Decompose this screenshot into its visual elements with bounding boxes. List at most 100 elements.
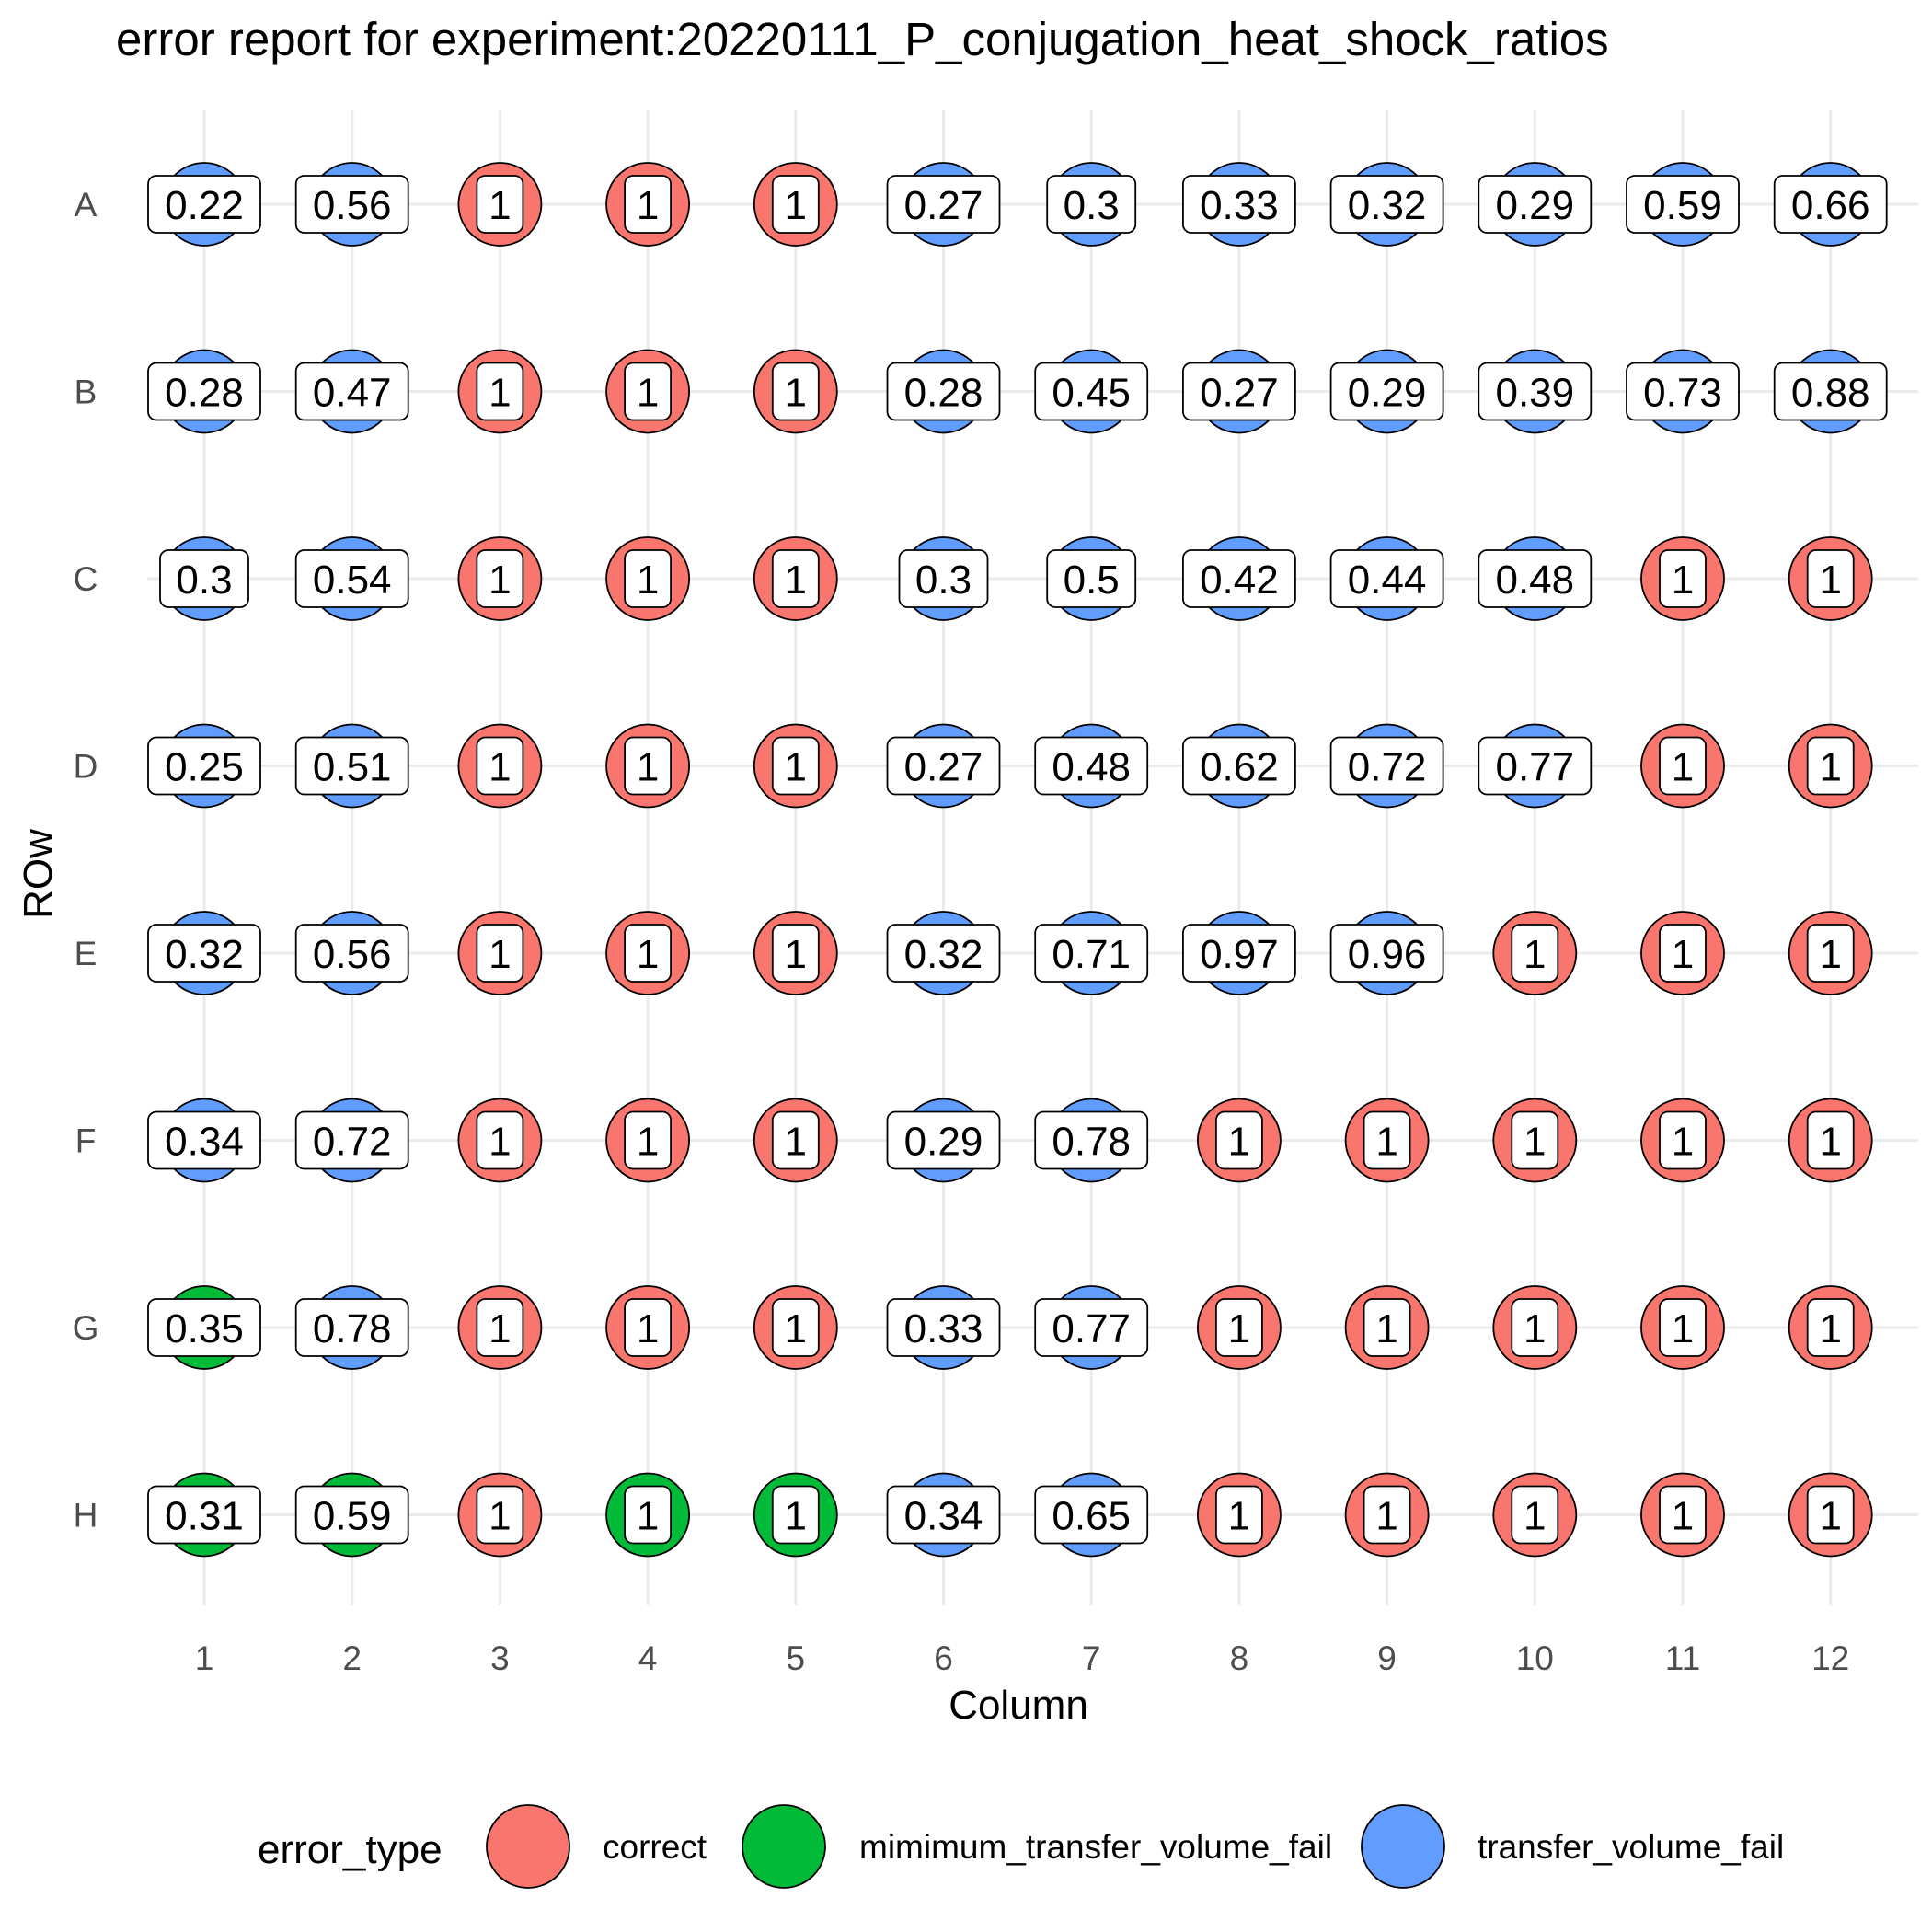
well-label-box [1182,736,1296,796]
well-label-box [1659,1485,1707,1545]
x-tick-label: 7 [1082,1639,1101,1677]
well-value-label: 1 [1524,1306,1546,1351]
well-value-label: 0.34 [165,1120,244,1165]
y-axis-ticks: A B C D E F G H [73,186,99,1535]
well-value-label: 0.78 [1052,1120,1131,1165]
well-label-box [1511,1485,1559,1545]
well-label-box [624,1298,672,1357]
x-tick-label: 10 [1516,1639,1554,1677]
well-value-label: 1 [489,1494,511,1539]
well-label-box [1046,549,1137,608]
well-value-label: 0.44 [1348,558,1427,603]
y-tick-label: C [74,560,98,598]
well-value-label: 0.77 [1495,745,1574,790]
well-label-box [294,1485,409,1545]
well-label-box [294,175,409,234]
well-value-label: 0.27 [1200,371,1279,416]
well-value-label: 0.32 [165,932,244,977]
well-value-label: 0.65 [1052,1494,1131,1539]
well-value-label: 1 [785,1494,807,1539]
well-label-box [1478,549,1593,608]
well-label-box [1034,362,1149,421]
legend-key-transfer_volume_fail [1361,1804,1445,1889]
well-value-label: 0.28 [904,371,983,416]
well-label-box [476,1485,524,1545]
well-value-label: 0.62 [1200,745,1279,790]
well-label-box [1806,1485,1855,1545]
well-value-label: 0.88 [1791,371,1870,416]
well-value-label: 0.22 [165,183,244,228]
legend-label: mimimum_transfer_volume_fail [859,1828,1332,1866]
y-tick-label: D [74,748,98,786]
legend-key-mimimum_transfer_volume_fail [742,1804,826,1889]
well-value-label: 0.32 [1348,183,1427,228]
well-value-label: 1 [1819,1494,1841,1539]
well-label-box [147,1298,261,1357]
well-value-label: 0.45 [1052,371,1131,416]
y-tick-label: F [75,1122,97,1160]
well-value-label: 1 [637,558,659,603]
well-label-box [1659,1298,1707,1357]
well-value-label: 0.48 [1495,558,1574,603]
x-tick-label: 9 [1377,1639,1397,1677]
well-value-label: 0.3 [915,558,972,603]
well-value-label: 1 [1375,1120,1397,1165]
well-label-box [1773,362,1888,421]
x-tick-label: 6 [934,1639,953,1677]
well-label-box [1182,175,1296,234]
well-value-label: 1 [785,1120,807,1165]
y-tick-label: H [74,1497,98,1535]
well-label-box [1363,1485,1411,1545]
x-tick-label: 4 [638,1639,658,1677]
well-label-box [147,1110,261,1170]
well-label-box [1034,1298,1149,1357]
well-value-label: 0.32 [904,932,983,977]
well-value-label: 1 [1672,1120,1694,1165]
well-value-label: 1 [1524,1120,1546,1165]
x-tick-label: 1 [195,1639,214,1677]
well-label-box [1034,924,1149,983]
well-value-label: 1 [1228,1494,1250,1539]
well-value-label: 1 [637,932,659,977]
well-label-box [1215,1110,1263,1170]
y-tick-label: E [75,935,98,972]
well-label-box [1363,1110,1411,1170]
well-label-box [147,924,261,983]
well-value-label: 1 [785,371,807,416]
well-value-label: 1 [1524,932,1546,977]
well-value-label: 0.56 [313,183,392,228]
well-value-label: 0.25 [165,745,244,790]
well-label-box [1659,736,1707,796]
well-label-box [624,736,672,796]
well-value-label: 0.3 [176,558,232,603]
x-tick-label: 2 [342,1639,362,1677]
well-label-box [886,362,1001,421]
well-label-box [1806,1298,1855,1357]
well-label-box [147,175,261,234]
well-label-box [1182,362,1296,421]
well-label-box [1329,924,1444,983]
well-value-label: 1 [1228,1306,1250,1351]
well-label-box [294,924,409,983]
well-value-label: 1 [489,1306,511,1351]
well-label-box [476,549,524,608]
x-tick-label: 11 [1665,1639,1700,1677]
well-label-box [147,1485,261,1545]
well-value-label: 0.97 [1200,932,1279,977]
well-label-box [1034,1485,1149,1545]
well-label-box [1215,1298,1263,1357]
well-label-box [294,362,409,421]
well-label-box [294,1298,409,1357]
well-label-box [771,1298,820,1357]
well-label-box [1478,175,1593,234]
well-value-label: 0.66 [1791,183,1870,228]
well-value-labels: 0.22 0.56 1 1 1 0.27 0.3 0.33 0.32 0.29 0.59 0.66 0.… [147,175,1888,1545]
well-value-label: 1 [1819,932,1841,977]
well-label-box [886,1110,1001,1170]
well-value-label: 0.3 [1064,183,1120,228]
well-value-label: 0.59 [1643,183,1722,228]
well-label-box [476,1298,524,1357]
well-label-box [1182,549,1296,608]
well-label-box [476,362,524,421]
well-label-box [886,1298,1001,1357]
